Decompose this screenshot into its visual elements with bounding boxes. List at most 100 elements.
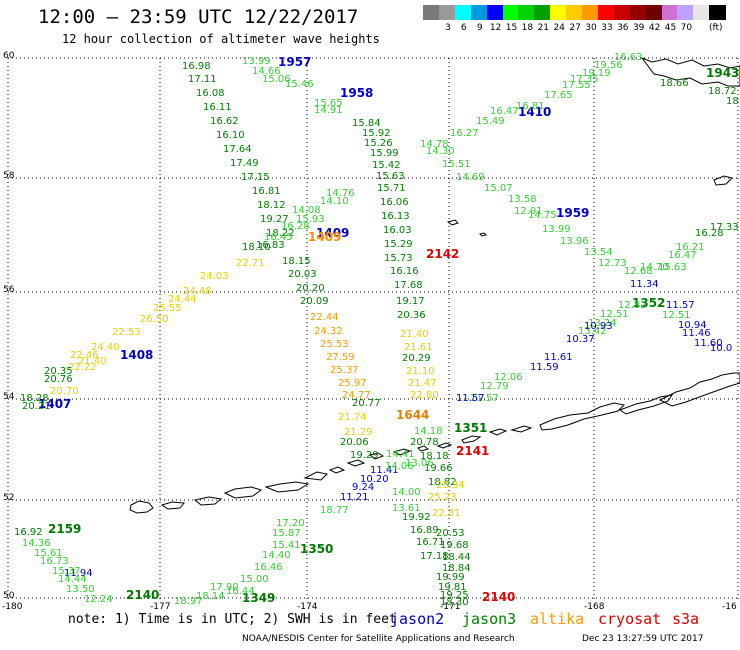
wave-height-label: 16.47: [668, 250, 697, 261]
wave-height-label: 16.92: [14, 527, 43, 538]
aleutian-island: [392, 448, 412, 456]
wave-height-label: 22.22: [68, 362, 97, 373]
wave-height-label: 13.42: [578, 326, 607, 337]
wave-height-label: 16.08: [196, 88, 225, 99]
wave-height-label: 13.54: [584, 247, 613, 258]
wave-height-label: 26.50: [140, 314, 169, 325]
wave-height-label: 11.41: [370, 465, 399, 476]
wave-height-label: 24.40: [91, 342, 120, 353]
wave-height-label: 22.71: [236, 258, 265, 269]
pass-number-label: 2141: [456, 444, 490, 458]
wave-height-label: 11.60: [694, 338, 723, 349]
legend-tick-label: 42: [648, 23, 661, 33]
legend-swatch: [597, 5, 615, 20]
aleutian-island: [346, 459, 366, 467]
wave-height-label: 16.03: [383, 225, 412, 236]
wave-height-label: 16.27: [450, 128, 479, 139]
wave-height-label: 16.46: [254, 562, 283, 573]
wave-height-label: 14.76: [326, 188, 355, 199]
wave-height-label: 14.69: [456, 172, 485, 183]
wave-height-label: 22.80: [410, 390, 439, 401]
wave-height-label: 18.66: [660, 78, 689, 89]
wave-height-label: 15.51: [442, 159, 471, 170]
wave-height-label: 15.00: [240, 574, 269, 585]
wave-height-label: 22.53: [112, 327, 141, 338]
wave-height-label: 12.82: [618, 300, 647, 311]
wave-height-label: 9.24: [352, 482, 375, 493]
legend-tick-label: 36: [617, 23, 629, 33]
wave-height-label: 18.30: [440, 597, 469, 608]
wave-height-label: 18.82: [428, 477, 457, 488]
wave-height-label: 14.00: [392, 487, 421, 498]
satellite-legend-s3a: s3a: [672, 610, 700, 628]
wave-height-label: 14.70: [640, 262, 669, 273]
wave-height-label: 11.57: [456, 393, 485, 404]
pass-number-label: 1957: [278, 55, 312, 69]
legend-swatch: [454, 5, 472, 20]
wave-height-label: 19.17: [396, 296, 425, 307]
wave-height-label: 13.24: [588, 318, 617, 329]
aleutian-island: [368, 452, 385, 460]
wave-height-label: 20.36: [397, 310, 426, 321]
wave-height-label: 11.57: [666, 300, 695, 311]
wave-height-label: 11.57: [470, 393, 499, 404]
wave-height-label: 10.20: [360, 474, 389, 485]
wave-height-label: 14.36: [22, 538, 51, 549]
wave-height-label: 10.93: [584, 321, 613, 332]
legend-tick-label: 3: [445, 23, 451, 33]
legend-swatch: [518, 5, 536, 20]
legend-tick-label: 18: [521, 23, 534, 33]
legend-tick-label: 6: [460, 23, 467, 33]
satellite-legend-cryosat: cryosat: [598, 610, 662, 628]
map-subtitle: 12 hour collection of altimeter wave hei…: [62, 32, 380, 46]
legend-tick-label: 30: [585, 23, 597, 33]
map-title: 12:00 – 23:59 UTC 12/22/2017: [38, 6, 359, 28]
wave-height-label: 21.40: [78, 356, 107, 367]
wave-height-label: 24.32: [314, 326, 343, 337]
wave-height-label: 18.72: [708, 86, 737, 97]
wave-height-label: 19.66: [424, 463, 453, 474]
wave-height-label: 14.10: [320, 196, 349, 207]
wave-height-label: 25.97: [338, 378, 367, 389]
wave-height-label: 16.16: [390, 266, 419, 277]
wave-height-label: 11.59: [530, 362, 559, 373]
pass-number-label: 1943: [706, 66, 740, 80]
wave-height-label: 10.37: [566, 334, 595, 345]
wave-height-label: 21.40: [400, 329, 429, 340]
credit-line: NOAA/NESDIS Center for Satellite Applica…: [242, 634, 515, 644]
legend-swatch: [709, 5, 727, 20]
legend-swatch: [693, 5, 711, 20]
legend-swatch: [661, 5, 679, 20]
aleutian-island: [510, 425, 533, 433]
wave-height-label: 15.37: [52, 566, 81, 577]
wave-height-label: 13.50: [66, 584, 95, 595]
pass-number-label: 1409: [308, 230, 342, 244]
wave-height-label: 13.58: [508, 194, 537, 205]
wave-height-label: 17.68: [394, 280, 423, 291]
pribilof-island: [446, 219, 459, 226]
legend-tick-label: 12: [489, 23, 502, 33]
wave-height-label: 14.18: [414, 426, 443, 437]
wave-height-label: 19.25: [440, 590, 469, 601]
pass-number-label: 2140: [482, 590, 516, 604]
wave-height-label: 21.10: [406, 366, 435, 377]
units-note: note: 1) Time is in UTC; 2) SWH is in fe…: [68, 612, 397, 627]
wave-height-label: 16.81: [516, 101, 545, 112]
wave-height-label: 15.41: [272, 540, 301, 551]
wave-height-label: 12.73: [598, 258, 627, 269]
wave-height-label: 16.45: [264, 232, 293, 243]
legend-tick-label: 33: [601, 23, 613, 33]
longitude-label: -168: [584, 602, 605, 612]
satellite-legend-jason3: jason3: [462, 610, 517, 628]
wave-height-label: 18.44: [442, 552, 471, 563]
wave-height-label: 16.73: [40, 556, 69, 567]
pass-number-label: 1958: [340, 86, 374, 100]
alaska-mainland: [640, 56, 740, 87]
aleutian-island: [417, 445, 430, 452]
aleutian-island: [461, 435, 482, 444]
wave-height-label: 20.78: [410, 437, 439, 448]
wave-height-label: 12.68: [624, 266, 653, 277]
legend-swatch: [629, 5, 647, 20]
